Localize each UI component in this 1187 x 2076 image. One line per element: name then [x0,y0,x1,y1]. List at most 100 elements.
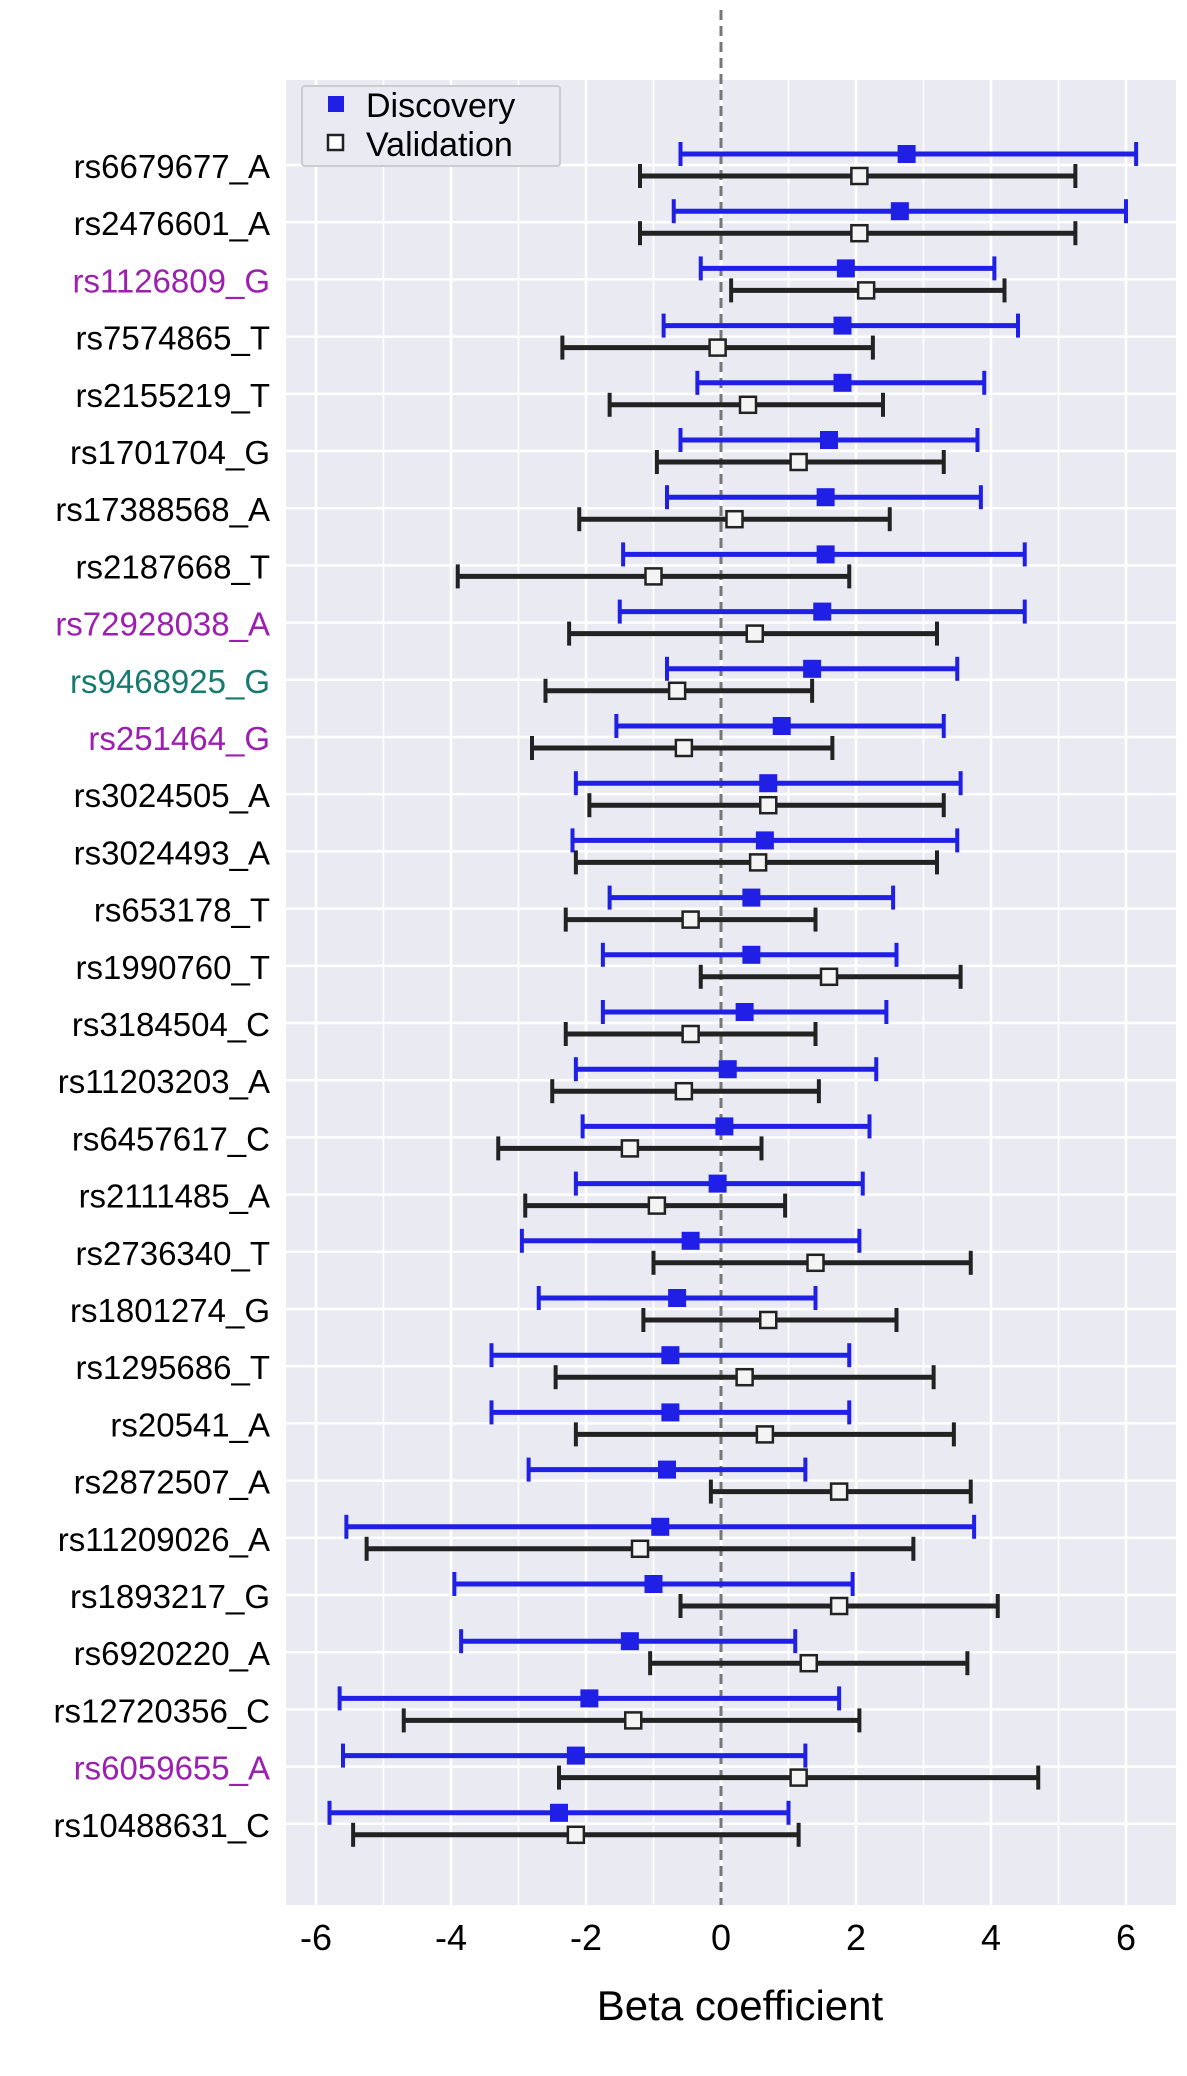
x-axis-label: Beta coefficient [597,1982,884,2029]
snp-label: rs6920220_A [74,1635,270,1672]
validation-point [789,452,808,472]
discovery-point [755,831,774,850]
discovery-point [681,1231,700,1250]
plot-background [286,80,1176,1905]
discovery-point [833,373,852,392]
validation-point [681,910,700,929]
discovery-point [742,888,761,907]
snp-label: rs3024493_A [74,834,270,871]
validation-point [755,1425,775,1444]
validation-point [856,281,876,300]
x-tick-label: 4 [981,1917,1001,1958]
snp-label: rs1701704_G [70,434,270,471]
snp-label: rs1126809_G [72,262,270,299]
discovery-point [735,1003,754,1021]
snp-label: rs12720356_C [54,1692,271,1729]
data-series [327,142,1139,1847]
snp-label: rs1893217_G [70,1578,270,1615]
discovery-point [668,1289,687,1307]
x-tick-label: 6 [1116,1917,1136,1958]
snp-label: rs2155219_T [76,377,270,414]
validation-point [850,166,869,186]
snp-label: rs2872507_A [74,1464,270,1501]
x-tick-label: -6 [300,1917,332,1958]
discovery-point [772,717,791,735]
discovery-point [816,545,835,564]
discovery-point [718,1060,737,1079]
validation-point [647,1196,667,1215]
legend-discovery-marker [328,96,344,112]
x-tick-label: -4 [435,1917,467,1958]
snp-label: rs3184504_C [72,1006,270,1043]
validation-point [674,738,694,758]
validation-point [708,338,727,357]
discovery-point [759,774,778,793]
validation-point [674,1081,694,1101]
snp-label: rs2187668_T [76,548,270,585]
snp-labels: rs6679677_A rs2476601_A rs1126809_G rs75748… [54,148,271,1844]
validation-point [850,223,869,243]
snp-label: rs11203203_A [58,1063,270,1100]
validation-point [759,795,778,815]
snp-label: rs1801274_G [70,1292,270,1329]
discovery-point [897,145,916,163]
discovery-point [833,316,852,335]
legend-validation-marker [326,133,345,152]
discovery-point [651,1517,670,1536]
snp-label: rs7574865_T [76,320,270,357]
discovery-point [803,659,822,678]
discovery-point [742,945,761,964]
validation-point [759,1310,778,1330]
discovery-point [813,602,832,621]
validation-point [566,1825,586,1845]
validation-point [789,1768,808,1787]
snp-label: rs3024505_A [74,777,270,814]
legend: Discovery Validation [301,85,561,167]
validation-point [806,1253,825,1273]
snp-label: rs6059655_A [74,1750,270,1787]
snp-label: rs1295686_T [76,1349,270,1386]
discovery-point [661,1346,680,1365]
snp-label: rs17388568_A [55,491,270,528]
validation-point [681,1024,700,1044]
discovery-point [816,488,835,507]
legend-validation-label: Validation [366,126,513,164]
discovery-point [550,1803,568,1822]
validation-point [819,967,839,987]
validation-point [748,853,768,872]
validation-point [799,1653,818,1673]
x-tick-labels: -6 -4 -2 0 2 4 6 [300,1917,1136,1958]
discovery-point [836,259,855,278]
discovery-point [661,1403,680,1422]
snp-label: rs2476601_A [74,205,270,242]
discovery-point [890,202,909,221]
snp-label: rs653178_T [94,892,270,929]
snp-label: rs72928038_A [55,606,270,643]
validation-point [725,509,744,529]
snp-label: rs2111485_A [79,1178,270,1215]
snp-label: rs6457617_C [72,1120,270,1157]
validation-point [735,1367,754,1387]
discovery-point [620,1632,639,1651]
grid-lines [286,10,1176,1905]
snp-label: rs2736340_T [76,1235,270,1272]
snp-label: rs11209026_A [58,1521,270,1558]
snp-label: rs6679677_A [74,148,270,185]
legend-discovery-label: Discovery [366,87,515,125]
validation-point [829,1596,849,1616]
x-tick-label: 0 [711,1917,731,1958]
snp-label: rs20541_A [110,1406,270,1443]
discovery-point [580,1689,599,1708]
snp-label: rs10488631_C [54,1807,271,1844]
validation-point [667,681,687,701]
validation-point [738,395,758,415]
x-tick-label: -2 [570,1917,602,1958]
x-tick-label: 2 [846,1917,866,1958]
snp-label: rs9468925_G [70,663,270,700]
validation-point [630,1539,650,1559]
discovery-point [715,1117,734,1136]
snp-label: rs251464_G [88,720,270,757]
validation-point [829,1482,849,1501]
validation-point [624,1711,643,1730]
